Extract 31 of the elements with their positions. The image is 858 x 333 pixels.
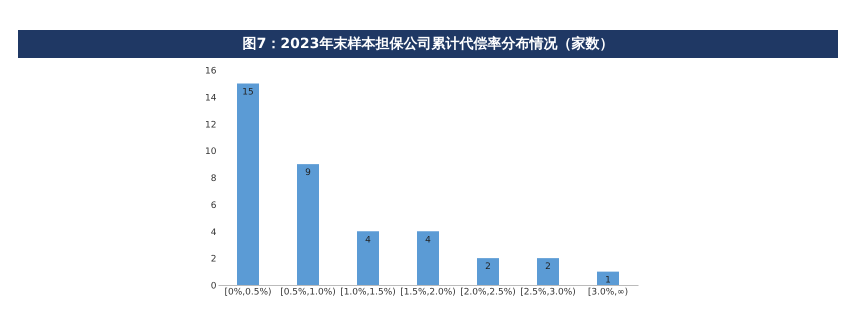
data-label: 2 [545,262,551,272]
y-tick-label: 0 [210,282,217,292]
bar [597,272,619,285]
bar [357,231,379,285]
data-label: 1 [605,276,611,286]
chart-title: 图7：2023年末样本担保公司累计代偿率分布情况（家数） [242,35,614,52]
x-tick-label: [0.5%,1.0%) [280,288,336,298]
bar [417,231,439,285]
x-tick-label: [2.5%,3.0%) [520,288,576,298]
x-tick-label: [1.0%,1.5%) [340,288,396,298]
x-tick-label: [0%,0.5%) [224,288,272,298]
bar [537,258,559,285]
y-tick-label: 8 [210,174,217,184]
data-label: 15 [242,87,254,98]
data-label: 2 [485,262,491,272]
x-tick-label: [3.0%,∞) [588,288,628,298]
data-label: 4 [365,235,372,246]
bar [297,164,319,285]
x-tick-label: [2.0%,2.5%) [460,288,516,298]
y-tick-label: 2 [210,254,216,265]
bar [237,83,259,285]
y-tick-label: 4 [210,228,217,238]
y-tick-label: 10 [205,147,217,158]
y-tick-label: 16 [205,66,217,76]
data-label: 4 [425,235,432,246]
bar [477,258,499,285]
y-tick-label: 12 [205,120,216,130]
y-tick-label: 14 [205,93,217,104]
y-tick-label: 6 [210,200,217,211]
x-tick-label: [1.5%,2.0%) [400,288,456,298]
data-label: 9 [305,168,312,178]
